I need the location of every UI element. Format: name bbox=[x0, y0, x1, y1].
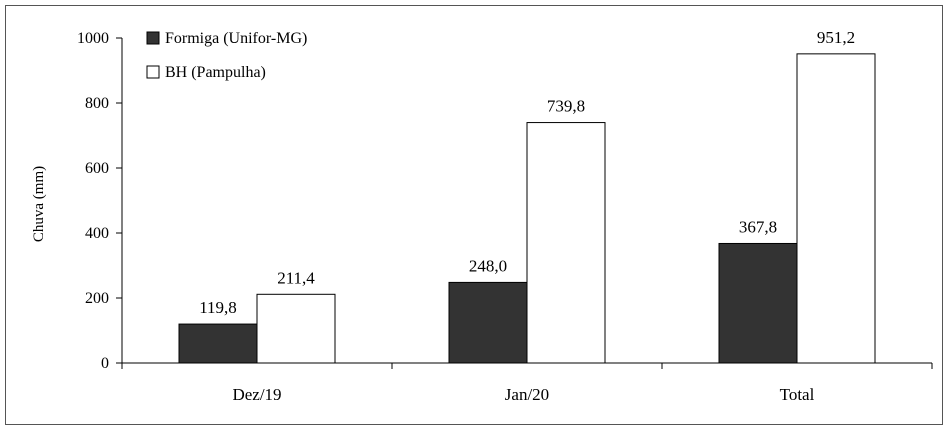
y-tick-label: 400 bbox=[85, 225, 109, 242]
chart-bars bbox=[178, 53, 876, 364]
bar-value-label: 951,2 bbox=[817, 28, 855, 47]
chart-legend: Formiga (Unifor-MG) BH (Pampulha) bbox=[146, 30, 307, 81]
legend-label: BH (Pampulha) bbox=[165, 64, 266, 81]
y-axis-title: Chuva (mm) bbox=[31, 166, 47, 242]
bar-formiga bbox=[718, 242, 798, 364]
bar-value-label: 739,8 bbox=[547, 97, 585, 116]
y-tick-label: 800 bbox=[85, 95, 109, 112]
bar-value-label: 248,0 bbox=[469, 256, 507, 275]
bar-value-label: 119,8 bbox=[199, 298, 237, 317]
legend-swatch bbox=[146, 65, 160, 79]
y-tick-label: 600 bbox=[85, 160, 109, 177]
bar-bh bbox=[796, 53, 876, 364]
y-tick-label: 200 bbox=[85, 290, 109, 307]
y-tick-label: 0 bbox=[101, 355, 109, 372]
legend-swatch bbox=[146, 31, 160, 45]
x-category-label: Dez/19 bbox=[232, 385, 281, 404]
chart-labels: Dez/19 Jan/20 Total 119,8 211,4 248,0 739,8 367… bbox=[199, 28, 855, 404]
bar-value-label: 367,8 bbox=[739, 217, 777, 236]
bar-value-label: 211,4 bbox=[277, 268, 315, 287]
x-category-label: Total bbox=[780, 385, 815, 404]
x-category-label: Jan/20 bbox=[505, 385, 549, 404]
legend-label: Formiga (Unifor-MG) bbox=[165, 30, 307, 47]
y-tick-label: 1000 bbox=[77, 30, 109, 47]
bar-bh bbox=[526, 122, 606, 364]
bar-bh bbox=[256, 293, 336, 364]
bar-formiga bbox=[178, 323, 258, 364]
bar-formiga bbox=[448, 281, 528, 364]
